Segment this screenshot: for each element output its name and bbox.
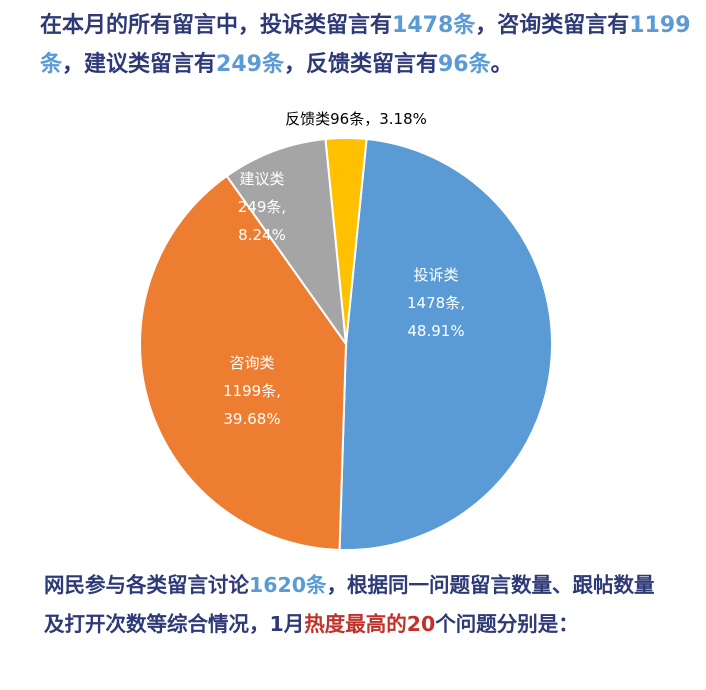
summary-top-part: ，咨询类留言有 [475,13,630,38]
hottest-highlight: 热度最高的 [304,612,407,636]
feedback-count: 96条 [437,52,491,77]
data-label-consult: 咨询类 [229,354,274,372]
data-label-suggestion: 249条, [238,198,286,216]
data-label-complaint: 1478条, [407,294,465,312]
data-label-complaint: 投诉类 [413,266,458,284]
summary-top-part: ，反馈类留言有 [283,52,438,77]
summary-bottom-part: 个问题分别是： [435,612,579,636]
summary-top-part: ，建议类留言有 [62,52,217,77]
summary-top-part: 在本月的所有留言中，投诉类留言有 [40,13,393,38]
summary-bottom-part: ，根据同一问题留言数量、跟帖数量及打开次数等综合情况，1月 [44,573,655,636]
total-discussion-count: 1620条 [249,573,327,597]
summary-top-text: 在本月的所有留言中，投诉类留言有1478条，咨询类留言有1199条，建议类留言有… [40,6,700,84]
top-issue-count: 20 [406,612,436,636]
pie-chart: 投诉类 1478条, 48.91% 咨询类 1199条, 39.68% 建议类 249条, 8.… [139,110,553,551]
summary-bottom-part: 网民参与各类留言讨论 [44,573,249,597]
data-label-consult: 39.68% [223,410,280,428]
pie-slice-feedback [324,137,368,345]
pie-slices [139,137,553,551]
data-label-suggestion: 8.24% [238,226,286,244]
suggestion-count: 249条 [216,52,284,77]
pie-slice-consult [139,174,348,551]
pie-slice-suggestion [225,137,348,348]
summary-top-part: 。 [490,52,513,77]
pie-slice-complaint [338,137,553,551]
data-label-complaint: 48.91% [407,322,464,340]
data-label-feedback: 反馈类96条，3.18% [285,110,427,128]
data-label-consult: 1199条, [223,382,281,400]
data-label-suggestion: 建议类 [239,170,284,188]
complaint-count: 1478条 [392,13,476,38]
consult-count: 1199条 [40,13,691,77]
pie-data-labels: 投诉类 1478条, 48.91% 咨询类 1199条, 39.68% 建议类 249条, 8.… [223,110,465,428]
summary-bottom-text: 网民参与各类留言讨论1620条，根据同一问题留言数量、跟帖数量及打开次数等综合情… [44,566,664,644]
